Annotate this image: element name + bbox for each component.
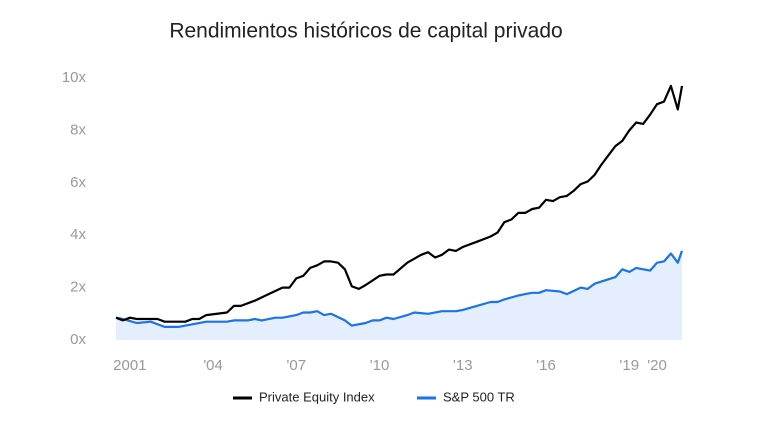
y-tick-label: 0x <box>70 331 86 348</box>
line <box>115 84 684 323</box>
x-tick-label: '04 <box>203 357 223 374</box>
x-tick-label: 2001 <box>113 357 146 374</box>
y-tick-label: 8x <box>70 121 86 138</box>
area <box>116 250 682 340</box>
x-tick-label: '07 <box>287 357 307 374</box>
chart-title: Rendimientos históricos de capital priva… <box>169 20 562 43</box>
y-tick-label: 10x <box>62 69 87 86</box>
y-tick-label: 6x <box>70 174 86 191</box>
y-tick-label: 2x <box>70 279 86 296</box>
x-tick-label: '20 <box>647 357 667 374</box>
legend-label: S&P 500 TR <box>443 389 515 404</box>
x-tick-label: '16 <box>536 357 556 374</box>
legend-label: Private Equity Index <box>259 389 375 404</box>
x-tick-label: '10 <box>370 357 390 374</box>
line <box>115 250 684 328</box>
x-tick-label: '19 <box>620 357 640 374</box>
y-tick-label: 4x <box>70 226 86 243</box>
x-tick-label: '13 <box>453 357 473 374</box>
